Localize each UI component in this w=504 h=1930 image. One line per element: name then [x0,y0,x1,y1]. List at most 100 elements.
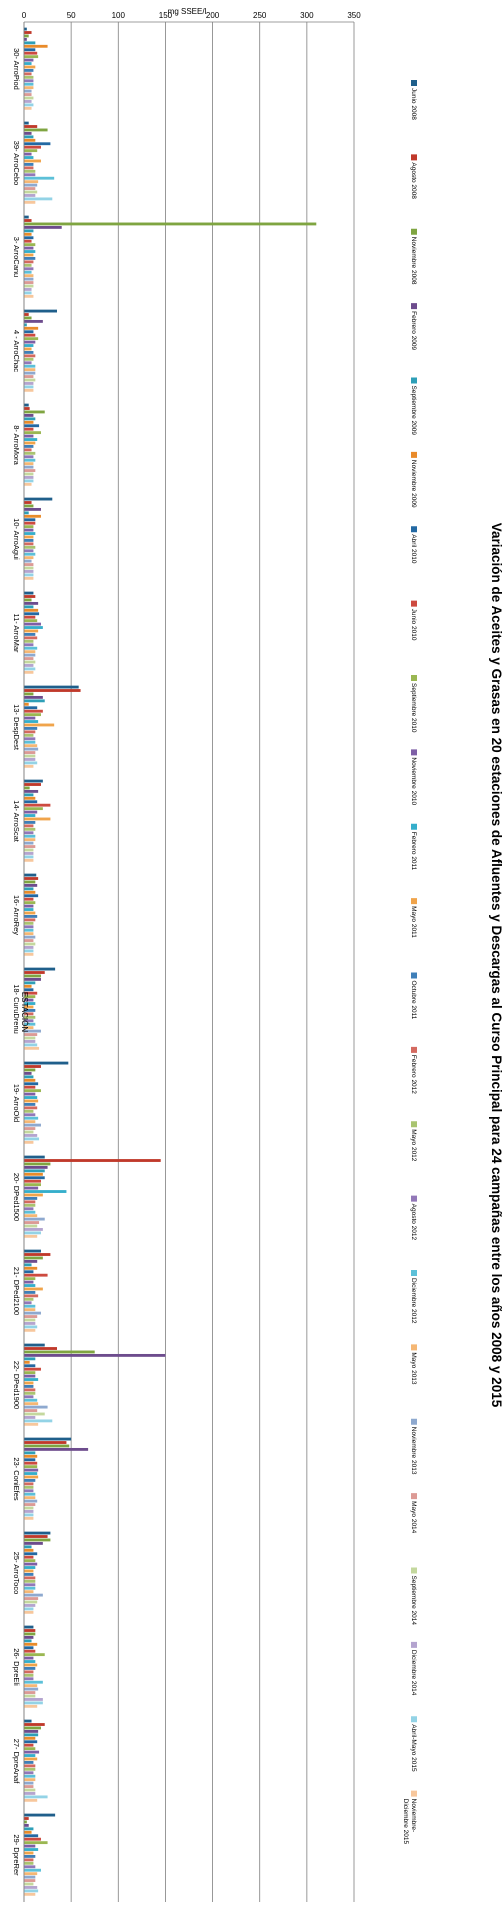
bar [23,1743,34,1747]
bar [23,1882,34,1886]
bar [23,629,39,633]
legend-swatch [411,80,417,86]
legend-label: Diciembre 2014 [410,1650,417,1696]
bar [24,323,27,327]
bar [24,1176,45,1180]
bar [23,382,34,385]
legend-label: Noviembre 2010 [410,757,417,805]
bar [23,1513,34,1517]
bar [24,1701,43,1705]
bar [23,1301,32,1305]
category-tick-label: 27- DpreAnaf [12,1739,21,1785]
bar [24,340,36,344]
bar [23,462,34,466]
bar [23,385,34,389]
legend-swatch [411,675,417,681]
bar [24,1328,36,1332]
bar [24,744,38,748]
legend-swatch [411,1493,417,1500]
legend-swatch [411,451,417,458]
bar [23,135,34,139]
bar [23,219,32,222]
bar [24,1068,36,1072]
bar [23,55,39,59]
bar [23,1729,39,1733]
bar [23,932,34,936]
bar [24,1193,43,1197]
bar [24,1092,36,1096]
bar [24,660,36,664]
bar [23,152,32,156]
bar [24,1033,38,1036]
bar [24,810,38,814]
bar [24,1479,36,1482]
bar [23,479,34,483]
bar [23,1162,51,1166]
bar [24,942,36,946]
bar [24,1287,43,1291]
legend-label: Agosto 2012 [410,1204,417,1241]
bar [24,1454,38,1458]
legend-swatch [411,972,417,979]
bar [24,1747,36,1751]
bar [23,1253,51,1256]
bar [23,1071,32,1075]
bar [24,737,36,741]
legend-swatch [411,1567,417,1574]
bar [24,1723,45,1726]
bar [23,1190,67,1193]
bar [23,605,34,609]
bar [24,222,317,226]
x-tick-label: 100 [112,11,126,20]
bar [24,1106,38,1110]
bar [24,1576,36,1580]
category-tick-label: 19- ArroOld [12,1084,21,1122]
bar [24,1750,40,1754]
legend-label: Noviembre 2013 [410,1427,417,1475]
bar [24,1879,36,1882]
legend-swatch [411,154,417,161]
bar [24,1736,36,1740]
legend-label: Mayo 2011 [410,906,417,938]
bar [24,1841,48,1845]
bar [23,925,34,929]
bar [24,727,38,730]
category-tick-label: 8- ArroMora [12,425,21,465]
bar [23,946,34,949]
bar [24,37,27,41]
category-tick-label: 39- ArroCebo [12,141,21,186]
bar [23,1851,34,1855]
bar [23,260,34,264]
bar [23,347,32,351]
bar [24,1015,36,1019]
bar [24,1503,36,1506]
bar [23,1270,34,1274]
bar [23,284,34,288]
bar [24,935,36,939]
bar [24,1165,48,1169]
bar [24,1817,29,1820]
bar [23,887,34,891]
bar [23,1280,34,1284]
bar [24,34,29,38]
bar [23,156,34,159]
bar [24,1583,36,1587]
bar [23,570,34,573]
bar [24,159,41,163]
legend-label: Septiembre 2009 [410,386,417,436]
legend-label: Abril-Mayo 2015 [410,1724,417,1772]
bar [24,1472,38,1475]
bar [24,1325,38,1329]
bar [24,689,81,692]
bar [23,559,32,563]
bar [24,1221,40,1224]
bar [24,967,56,971]
bar [23,1670,34,1674]
bar [23,556,34,560]
bar [23,232,32,236]
bar [24,1600,38,1604]
bar [24,1642,38,1646]
bar [23,1422,39,1426]
bar [24,1214,38,1218]
bar [24,706,38,710]
